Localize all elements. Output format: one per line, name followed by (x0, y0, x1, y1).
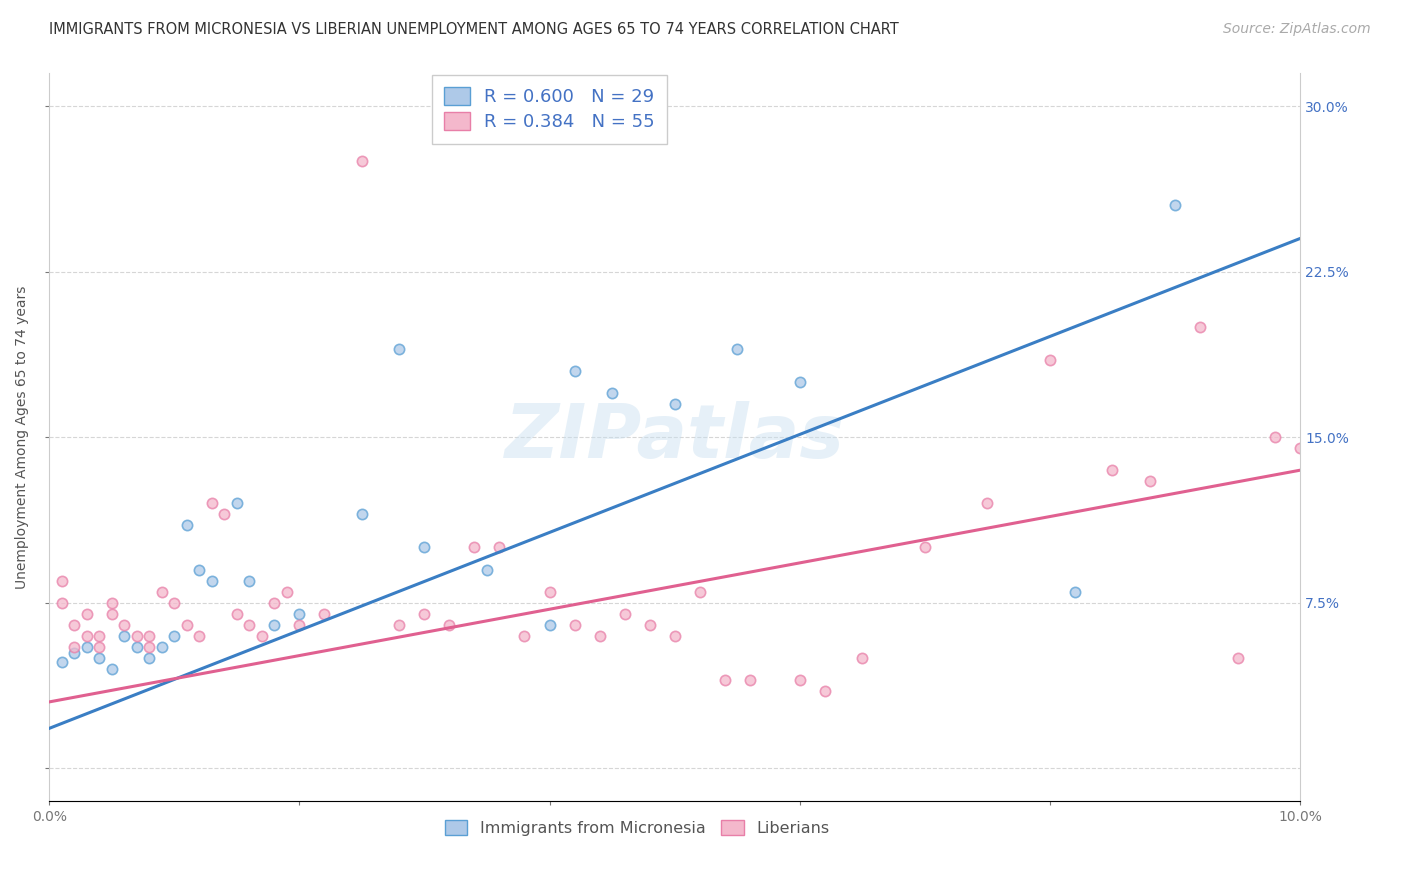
Text: IMMIGRANTS FROM MICRONESIA VS LIBERIAN UNEMPLOYMENT AMONG AGES 65 TO 74 YEARS CO: IMMIGRANTS FROM MICRONESIA VS LIBERIAN U… (49, 22, 898, 37)
Point (100, 607, 122, 621)
Point (112, 617, 135, 632)
Point (638, 617, 661, 632)
Point (388, 342, 411, 356)
Point (51, 655, 73, 669)
Point (463, 541, 485, 555)
Point (1101, 463, 1123, 477)
Point (63, 640, 86, 654)
Point (538, 584, 561, 599)
Point (738, 673, 761, 687)
Point (713, 673, 735, 687)
Point (125, 640, 148, 654)
Point (664, 629, 686, 643)
Point (1064, 584, 1087, 599)
Point (475, 562, 498, 576)
Text: Source: ZipAtlas.com: Source: ZipAtlas.com (1223, 22, 1371, 37)
Point (1139, 475, 1161, 489)
Point (1264, 430, 1286, 444)
Point (914, 541, 936, 555)
Point (439, 617, 461, 632)
Point (89, 650, 111, 665)
Point (176, 518, 198, 533)
Point (564, 617, 586, 632)
Point (201, 496, 224, 510)
Point (51, 596, 73, 610)
Point (138, 650, 160, 665)
Y-axis label: Unemployment Among Ages 65 to 74 years: Unemployment Among Ages 65 to 74 years (15, 285, 30, 589)
Point (388, 617, 411, 632)
Point (789, 673, 811, 687)
Point (63, 646, 86, 660)
Point (138, 629, 160, 643)
Point (263, 596, 285, 610)
Point (125, 629, 148, 643)
Point (851, 650, 873, 665)
Point (976, 496, 998, 510)
Point (350, 154, 373, 169)
Point (664, 397, 686, 411)
Point (1289, 441, 1312, 455)
Point (163, 596, 186, 610)
Point (288, 607, 311, 621)
Point (176, 617, 198, 632)
Point (112, 629, 135, 643)
Point (564, 364, 586, 378)
Point (188, 562, 211, 576)
Point (138, 640, 160, 654)
Point (314, 607, 336, 621)
Point (150, 584, 173, 599)
Point (814, 684, 837, 698)
Point (413, 541, 436, 555)
Point (163, 629, 186, 643)
Point (1039, 352, 1062, 367)
Point (238, 574, 260, 588)
Point (63, 617, 86, 632)
Point (288, 617, 311, 632)
Point (100, 662, 122, 676)
Point (89, 640, 111, 654)
Point (100, 596, 122, 610)
Point (250, 629, 273, 643)
Point (76, 629, 98, 643)
Point (1188, 319, 1211, 334)
Point (76, 640, 98, 654)
Point (613, 607, 636, 621)
Point (413, 607, 436, 621)
Point (1226, 650, 1249, 665)
Point (225, 496, 247, 510)
Point (588, 629, 610, 643)
Point (725, 342, 748, 356)
Point (76, 607, 98, 621)
Point (201, 574, 224, 588)
Point (276, 584, 298, 599)
Point (238, 617, 260, 632)
Point (600, 386, 623, 401)
Point (488, 541, 510, 555)
Point (1164, 198, 1187, 212)
Point (150, 640, 173, 654)
Point (538, 617, 561, 632)
Point (89, 629, 111, 643)
Point (214, 508, 236, 522)
Point (225, 607, 247, 621)
Legend: Immigrants from Micronesia, Liberians: Immigrants from Micronesia, Liberians (436, 812, 838, 844)
Point (789, 375, 811, 389)
Point (188, 629, 211, 643)
Point (51, 574, 73, 588)
Point (689, 584, 711, 599)
Point (513, 629, 536, 643)
Point (350, 508, 373, 522)
Point (263, 617, 285, 632)
Text: ZIPatlas: ZIPatlas (505, 401, 845, 474)
